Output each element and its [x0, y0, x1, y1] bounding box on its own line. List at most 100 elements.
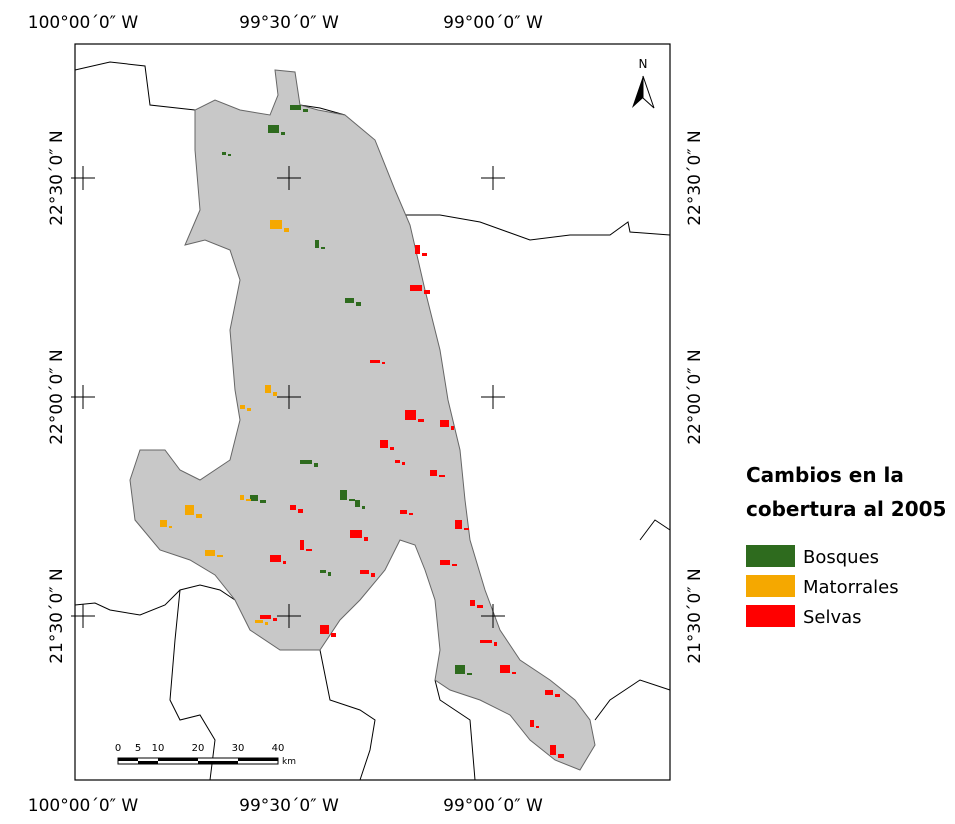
cover-patch [196, 514, 202, 518]
cover-patch [283, 561, 286, 564]
cover-patch [281, 132, 285, 135]
scale-segment [198, 761, 238, 764]
cover-patch [260, 500, 266, 503]
right-coord-label: 21°30´0″ N [685, 568, 705, 664]
cover-patch [395, 460, 400, 463]
cover-patch [409, 513, 413, 515]
cover-patch [536, 726, 539, 728]
cover-patch [480, 640, 492, 643]
cover-patch [349, 499, 355, 501]
cover-patch [494, 642, 497, 646]
cover-patch [350, 530, 362, 538]
scale-segment [238, 758, 278, 761]
cover-patch [260, 615, 271, 619]
top-coord-label: 100°00´0″ W [28, 13, 139, 33]
cover-patch [290, 105, 301, 110]
cover-patch [439, 475, 445, 477]
scale-tick-label: 20 [192, 743, 205, 754]
cover-patch [455, 520, 462, 529]
legend-label: Bosques [803, 547, 879, 568]
cover-patch [464, 528, 469, 530]
cover-patch [265, 622, 268, 625]
scale-segment [158, 758, 198, 761]
legend-swatch [746, 605, 795, 627]
legend-swatch [746, 545, 795, 567]
study-region [129, 69, 596, 771]
scale-tick-label: 40 [272, 743, 285, 754]
cover-patch [246, 499, 251, 501]
cover-patch [273, 618, 277, 621]
cover-patch [512, 672, 516, 674]
cover-patch [371, 573, 375, 577]
cover-patch [270, 220, 282, 229]
cover-patch [467, 673, 472, 675]
cover-patch [250, 495, 258, 501]
cover-patch [430, 470, 437, 476]
legend-title: cobertura al 2005 [746, 497, 946, 521]
cover-patch [405, 410, 416, 420]
cover-patch [320, 625, 329, 634]
scale-tick-label: 30 [232, 743, 245, 754]
cover-patch [370, 360, 380, 363]
scale-tick-label: 0 [115, 743, 121, 754]
state-boundaries [74, 61, 671, 781]
cover-patch [345, 298, 354, 303]
right-coord-label: 22°00´0″ N [685, 349, 705, 445]
scale-bar: 0 5 10 20 30 40 km [115, 743, 296, 767]
legend-swatch [746, 575, 795, 597]
cover-patch [306, 549, 312, 551]
cover-patch [222, 152, 226, 155]
cover-patch [331, 633, 336, 637]
cover-patch [355, 500, 360, 507]
cover-patch [500, 665, 510, 673]
scale-segment [138, 761, 158, 764]
cover-patch [265, 385, 271, 393]
cover-patch [477, 605, 483, 608]
cover-patch [530, 720, 534, 727]
cover-patch [300, 540, 304, 550]
cover-patch [303, 109, 308, 112]
cover-patch [402, 462, 405, 465]
cover-patch [410, 285, 422, 291]
cover-patch [268, 125, 279, 133]
cover-patch [382, 362, 385, 364]
cover-patch [415, 245, 420, 254]
cover-patch [205, 550, 215, 556]
cover-patch [555, 694, 560, 697]
cover-patch [290, 505, 296, 510]
graticule-crosses [71, 166, 505, 628]
cover-patch [545, 690, 553, 695]
land-cover-patches [160, 105, 564, 758]
cover-patch [240, 495, 244, 500]
cover-patch [452, 564, 457, 566]
scale-tick-label: 5 [135, 743, 141, 754]
cover-patch [440, 560, 450, 565]
cover-patch [228, 154, 231, 156]
cover-patch [255, 620, 263, 623]
scale-segment [118, 758, 138, 761]
cover-patch [340, 490, 347, 500]
cover-patch [418, 419, 424, 422]
cover-patch [160, 520, 167, 527]
cover-patch [364, 537, 368, 541]
cover-patch [424, 290, 430, 294]
cover-patch [558, 754, 564, 758]
top-coord-label: 99°00´0″ W [443, 13, 543, 33]
cover-patch [247, 408, 251, 411]
top-coord-label: 99°30´0″ W [239, 13, 339, 33]
cover-patch [356, 302, 361, 306]
right-coord-label: 22°30´0″ N [685, 130, 705, 226]
scale-tick-label: 10 [152, 743, 165, 754]
cover-patch [360, 570, 369, 574]
cover-patch [217, 555, 223, 557]
cover-patch [284, 228, 289, 232]
north-arrow: N [632, 57, 655, 109]
bottom-coord-label: 99°00´0″ W [443, 796, 543, 816]
cover-patch [314, 463, 318, 467]
cover-patch [273, 392, 277, 396]
scale-unit: km [282, 757, 296, 767]
cover-patch [298, 509, 303, 513]
north-label: N [639, 57, 648, 71]
legend-title: Cambios en la [746, 463, 904, 487]
legend-label: Selvas [803, 607, 862, 628]
